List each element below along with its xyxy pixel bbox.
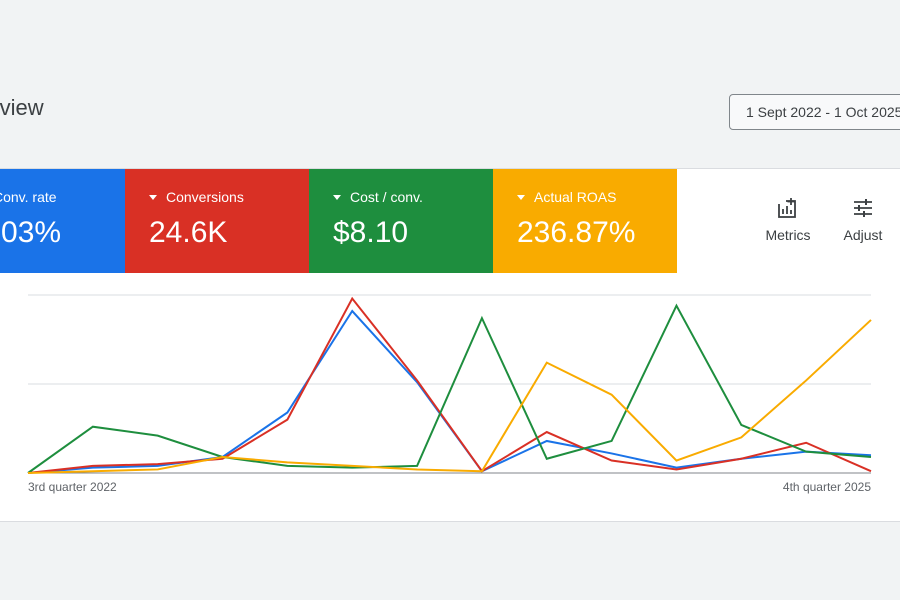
series-line-cost-conv[interactable] <box>27 303 872 474</box>
scorecard-value: 8.03% <box>0 216 62 249</box>
chart-gridlines <box>28 294 871 385</box>
page-title: Overview <box>0 95 44 120</box>
scorecard-conversions[interactable]: Conversions 24.6K <box>125 169 309 273</box>
adjust-label: Adjust <box>843 227 883 243</box>
scorecard-cost-per-conv[interactable]: Cost / conv. $8.10 <box>309 169 493 273</box>
add-chart-icon <box>778 198 796 218</box>
series-line-conversions[interactable] <box>27 296 872 474</box>
scorecard-label: Cost / conv. <box>350 189 423 205</box>
scorecard-value: 24.6K <box>149 216 228 249</box>
metrics-label: Metrics <box>765 227 811 243</box>
overview-card: Conv. rate 8.03% Conversions 24.6K Cost … <box>0 168 900 522</box>
chart-series <box>27 296 872 474</box>
x-axis-start-label: 3rd quarter 2022 <box>28 480 117 494</box>
caret-down-icon <box>517 195 525 200</box>
caret-down-icon <box>333 195 341 200</box>
metrics-button[interactable]: Metrics <box>758 197 818 247</box>
scorecard-value: 236.87% <box>517 216 636 249</box>
scorecard-label: Actual ROAS <box>534 189 617 205</box>
series-line-actual-roas[interactable] <box>27 319 872 474</box>
x-axis-end-label: 4th quarter 2025 <box>783 480 871 494</box>
scorecard-actual-roas[interactable]: Actual ROAS 236.87% <box>493 169 677 273</box>
scorecard-label: Conversions <box>166 189 244 205</box>
scorecard-label: Conv. rate <box>0 189 57 205</box>
scorecard-value: $8.10 <box>333 216 409 249</box>
scorecard-conv-rate[interactable]: Conv. rate 8.03% <box>0 169 125 273</box>
performance-chart: 3rd quarter 2022 4th quarter 2025 <box>27 294 872 494</box>
date-range-button[interactable]: 1 Sept 2022 - 1 Oct 2025 <box>729 94 900 130</box>
scorecard-row: Conv. rate 8.03% Conversions 24.6K Cost … <box>0 169 677 273</box>
adjust-button[interactable]: Adjust <box>833 197 893 247</box>
caret-down-icon <box>149 195 157 200</box>
tune-icon <box>854 199 872 217</box>
